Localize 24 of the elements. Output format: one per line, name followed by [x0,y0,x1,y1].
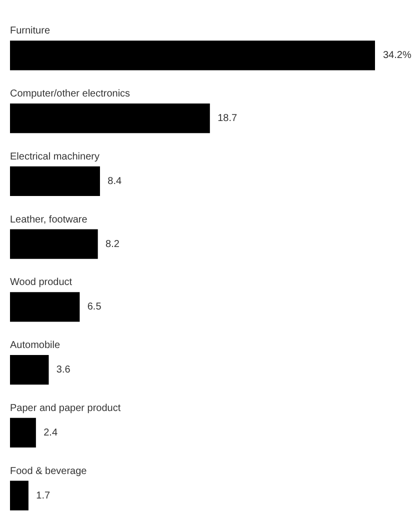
y-tick-label: Computer/other electronics [10,88,130,100]
y-tick-label: Automobile [10,340,60,352]
data-label: 2.4 [44,427,58,438]
y-tick-label: Paper and paper product [10,402,121,414]
bar [10,354,49,385]
bar [10,103,210,134]
data-label: 1.7 [36,490,50,502]
bar [10,418,36,448]
bar [10,292,80,322]
y-tick-label: Food & beverage [10,466,88,477]
data-label: 18.7 [218,113,238,124]
bar [10,40,375,70]
y-tick-label: Wood product [10,277,72,288]
y-tick-label: Furniture [10,26,50,37]
bar [10,229,98,259]
data-label: 34.2% [383,50,412,62]
data-label: 8.4 [108,176,122,187]
y-tick-label: Electrical machinery [10,151,100,162]
bar [10,480,28,510]
data-label: 6.5 [87,302,102,313]
bar [10,166,100,196]
data-label: 8.2 [106,238,120,250]
data-label: 3.6 [56,364,71,376]
y-tick-label: Leather, footware [10,214,88,226]
